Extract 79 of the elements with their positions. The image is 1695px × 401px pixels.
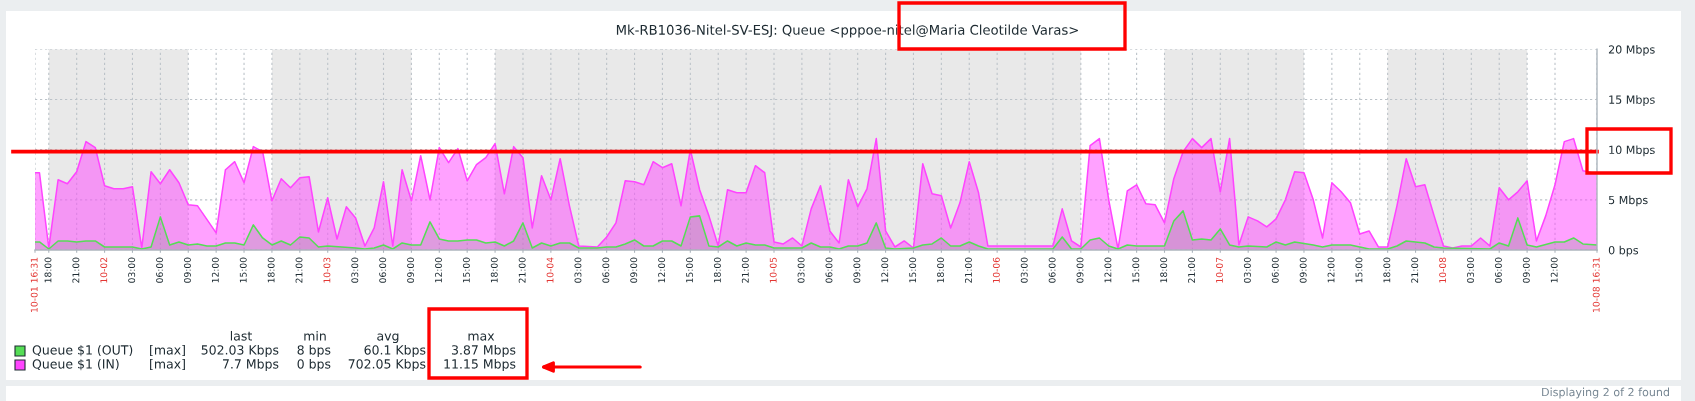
x-tick-label: 06:00 [379,257,387,283]
x-tick-label: 03:00 [574,257,582,283]
x-tick-label: 18:00 [267,257,275,283]
x-tick-label: 10-02 [100,257,108,283]
x-tick-label: 21:00 [741,257,749,283]
x-tick-label: 09:00 [630,257,638,283]
x-tick-label: 15:00 [909,257,917,283]
x-tick-label: 03:00 [797,257,805,283]
y-tick-label: 0 bps [1608,245,1639,257]
text: 11.15 Mbps [444,358,516,372]
text: 0 bps [297,358,331,372]
x-tick-label: 06:00 [156,257,164,283]
x-tick-label: 21:00 [518,257,526,283]
x-tick-label: 09:00 [1299,257,1307,283]
text: [max] [150,358,185,371]
x-tick-label: 10-01 16:31 [30,257,38,312]
y-tick-label: 20 Mbps [1608,45,1655,56]
x-tick-label: 09:00 [1522,257,1530,283]
text: max [468,333,495,341]
x-tick-label: 12:00 [435,257,442,283]
x-tick-label: 10-06 [992,257,1000,283]
x-tick-label: 03:00 [1020,257,1028,283]
x-tick-label: 15:00 [239,257,247,283]
text: 7.7 Mbps [223,358,279,372]
text: 8 bps [297,344,331,358]
text: 702.05 Kbps [348,358,426,372]
x-tick-label: 06:00 [825,257,833,283]
x-tick-label: 10-08 16:31 [1592,257,1600,312]
x-tick-label: 18:00 [490,257,498,283]
x-tick-label: 09:00 [183,257,191,283]
text: min [304,330,326,341]
x-tick-label: 18:00 [937,257,945,283]
x-tick-label: 21:00 [1188,257,1196,283]
x-tick-label: 12:00 [1327,257,1335,283]
x-tick-label: 09:00 [853,257,861,283]
text: Displaying 2 of 2 found [1542,387,1669,399]
x-tick-label: 21:00 [964,257,972,283]
x-tick-label: 15:00 [1355,257,1363,283]
legend-label: Queue $1 (IN) [32,358,119,371]
x-tick-label: 03:00 [351,257,359,283]
y-tick-label: 5 Mbps [1608,195,1648,207]
x-tick-label: 06:00 [1494,257,1502,283]
y-tick-label: 10 Mbps [1609,145,1655,157]
x-tick-label: 10-08 [1439,257,1447,283]
x-tick-label: 12:00 [881,257,889,283]
x-tick-label: 18:00 [1160,257,1168,283]
x-tick-label: 09:00 [407,257,415,283]
x-tick-label: 10-07 [1216,257,1223,283]
x-tick-label: 21:00 [1411,257,1419,283]
x-tick-label: 21:00 [72,257,80,283]
x-tick-label: 15:00 [462,257,470,283]
x-tick-label: 10-05 [769,257,777,283]
x-tick-label: 12:00 [658,257,666,283]
x-tick-label: 03:00 [128,257,136,283]
x-tick-label: 18:00 [1383,257,1391,283]
text: 502.03 Kbps [201,344,279,358]
x-tick-label: 10-03 [323,257,331,283]
x-tick-label: 06:00 [1048,257,1056,283]
x-tick-label: 03:00 [1243,257,1251,283]
x-tick-label: 18:00 [44,257,52,283]
x-tick-label: 06:00 [602,257,610,283]
x-tick-label: 15:00 [1132,257,1140,283]
text: [max] [150,344,185,357]
x-tick-label: 10-04 [546,257,554,283]
x-tick-label: 18:00 [713,257,721,283]
x-tick-label: 12:00 [211,257,219,283]
x-tick-label: 21:00 [295,257,303,283]
x-tick-label: 12:00 [1104,257,1112,283]
x-tick-label: 09:00 [1076,257,1084,283]
y-tick-label: 15 Mbps [1609,95,1655,107]
text: 60.1 Kbps [364,344,426,358]
text: 3.87 Mbps [451,344,516,358]
text: avg [377,333,399,344]
legend-label: Queue $1 (OUT) [32,344,133,357]
text: last [230,330,252,341]
x-tick-label: 15:00 [686,257,693,283]
x-tick-label: 03:00 [1467,257,1474,283]
x-tick-label: 12:00 [1550,257,1558,283]
x-tick-label: 06:00 [1271,257,1279,283]
